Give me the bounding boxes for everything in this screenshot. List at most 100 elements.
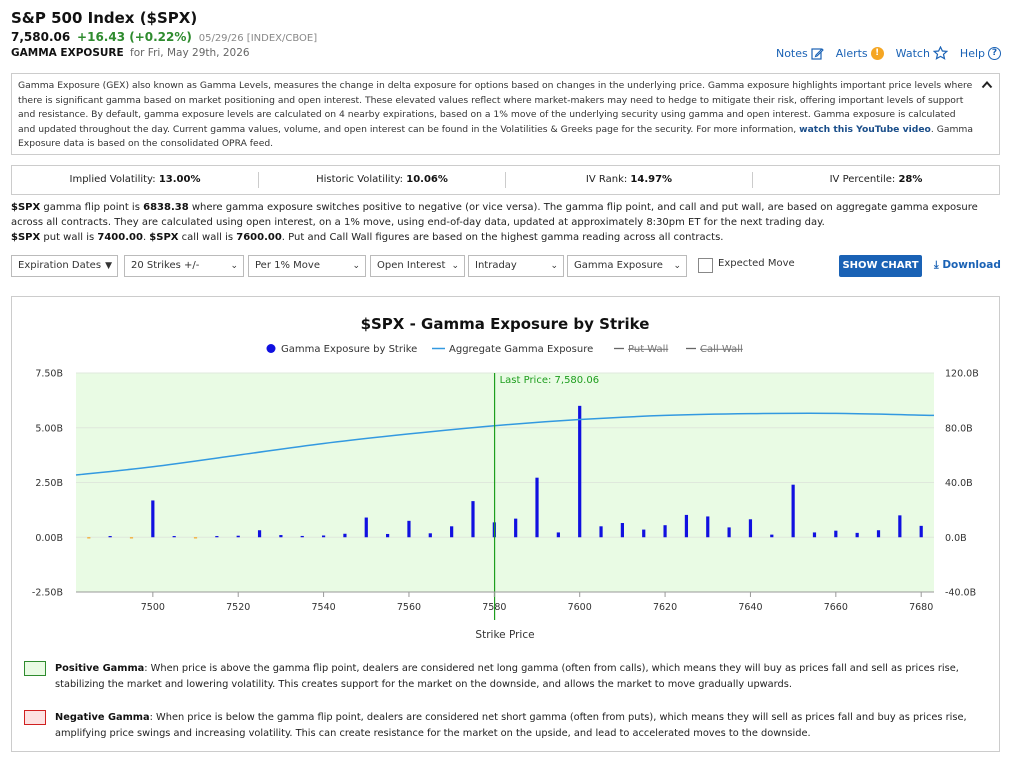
alerts-label: Alerts — [835, 46, 868, 60]
stat-label: Historic Volatility: — [316, 174, 404, 185]
gamma-bar — [706, 516, 710, 538]
notes-label: Notes — [775, 46, 808, 60]
gamma-bar — [770, 534, 774, 538]
alerts-button[interactable]: Alerts ! — [835, 46, 884, 60]
show-chart-button[interactable]: SHOW CHART — [839, 255, 922, 277]
x-tick-label: 7540 — [311, 602, 335, 613]
gamma-bar — [236, 535, 240, 538]
gamma-bar — [108, 536, 112, 538]
info-text: gamma flip point is — [40, 202, 144, 213]
gamma-bar — [642, 529, 646, 538]
info-text: . — [142, 232, 150, 243]
help-icon: ? — [988, 46, 1001, 60]
chart-panel: Last Price: 7,580.06 $SPX - Gamma Exposu… — [11, 296, 1000, 752]
x-tick-label: 7500 — [141, 602, 165, 613]
page-title: S&P 500 Index ($SPX) — [11, 9, 198, 27]
chevron-down-icon: ⌄ — [550, 261, 558, 271]
y-tick-label-left: 7.50B — [35, 369, 63, 380]
interval-select[interactable]: Intraday ⌄ — [468, 255, 564, 277]
download-button[interactable]: ⤓ Download — [934, 259, 1001, 272]
gamma-bar — [428, 533, 432, 538]
price-meta: 05/29/26 [INDEX/CBOE] — [198, 33, 318, 44]
y-tick-label-right: 0.0B — [945, 533, 967, 544]
gamma-bar — [876, 530, 881, 538]
gamma-bar — [855, 532, 859, 538]
star-icon — [932, 46, 948, 60]
note-title: Negative Gamma — [55, 712, 150, 723]
legend-marker-gamma-bars — [266, 344, 276, 353]
walls-text: $SPX put wall is 7400.00. $SPX call wall… — [11, 230, 1001, 245]
select-value: Open Interest — [377, 260, 446, 271]
chart-legend: Gamma Exposure by Strike Aggregate Gamma … — [266, 344, 743, 355]
move-select[interactable]: Per 1% Move ⌄ — [248, 255, 366, 277]
gamma-bar — [87, 537, 91, 539]
download-icon: ⤓ — [934, 259, 939, 271]
gamma-bar — [279, 535, 283, 538]
positive-gamma-swatch — [24, 661, 46, 676]
gamma-bar — [727, 527, 731, 538]
interest-select[interactable]: Open Interest ⌄ — [370, 255, 465, 277]
gamma-bar — [215, 536, 219, 538]
stat-implied-volatility: Implied Volatility: 13.00% — [12, 172, 259, 188]
y-tick-label-left: 5.00B — [35, 423, 63, 434]
select-value: Intraday — [475, 260, 517, 271]
gamma-bar — [172, 536, 176, 538]
chevron-up-icon[interactable] — [981, 78, 993, 93]
gamma-bar — [321, 535, 326, 538]
notes-button[interactable]: Notes — [776, 47, 824, 60]
top-actions: Notes Alerts ! Watch Help ? — [776, 46, 1001, 60]
gamma-bar — [300, 535, 304, 538]
gamma-bar — [471, 501, 475, 538]
y-tick-label-left: -2.50B — [32, 588, 63, 599]
select-value: Gamma Exposure — [574, 260, 663, 271]
gamma-bar — [364, 517, 368, 538]
help-button[interactable]: Help ? — [960, 46, 1001, 60]
call-wall-value: 7600.00 — [236, 232, 282, 243]
select-value: Per 1% Move — [255, 260, 320, 271]
chevron-down-icon: ⌄ — [230, 261, 238, 271]
chevron-down-icon: ⌄ — [673, 261, 681, 271]
chevron-down-icon: ⌄ — [352, 261, 360, 271]
expiration-dates-dropdown[interactable]: Expiration Dates ▼ — [11, 255, 118, 277]
stat-value: 14.97% — [630, 174, 673, 185]
chart-controls: Expiration Dates ▼ 20 Strikes +/- ⌄ Per 1%… — [11, 255, 1001, 277]
price-row: 7,580.06 +16.43 (+0.22%) 05/29/26 [INDEX… — [11, 30, 317, 44]
description-text-end: . Gamma Exposure data is based on the co… — [18, 123, 973, 150]
watch-button[interactable]: Watch — [896, 46, 948, 60]
stat-historic-volatility: Historic Volatility: 10.06% — [259, 172, 506, 188]
gamma-bar — [599, 526, 603, 538]
x-tick-label: 7620 — [653, 602, 677, 613]
x-tick-label: 7680 — [909, 602, 933, 613]
negative-gamma-note: Negative Gamma: When price is below the … — [24, 710, 984, 741]
note-text: : When price is above the gamma flip poi… — [55, 663, 959, 690]
gamma-bar — [663, 525, 667, 538]
put-wall-value: 7400.00 — [97, 232, 143, 243]
stat-value: 28% — [898, 174, 923, 185]
y-tick-label-left: 0.00B — [35, 533, 63, 544]
expected-move-checkbox[interactable] — [698, 258, 713, 273]
symbol: $SPX — [11, 232, 41, 243]
gamma-bar — [620, 523, 624, 538]
youtube-link[interactable]: watch this YouTube video — [799, 123, 931, 135]
metric-select[interactable]: Gamma Exposure ⌄ — [567, 255, 687, 277]
x-tick-label: 7640 — [738, 602, 762, 613]
legend-label: Aggregate Gamma Exposure — [449, 344, 593, 355]
gamma-bar — [450, 526, 454, 538]
page-subtitle: GAMMA EXPOSURE for Fri, May 29th, 2026 — [11, 47, 250, 59]
gamma-bar — [514, 518, 518, 538]
gamma-bar — [919, 525, 923, 538]
select-value: 20 Strikes +/- — [131, 260, 200, 271]
dropdown-label: Expiration Dates — [18, 260, 102, 271]
strikes-select[interactable]: 20 Strikes +/- ⌄ — [124, 255, 244, 277]
y-tick-label-right: 80.0B — [945, 423, 973, 434]
x-tick-label: 7520 — [226, 602, 250, 613]
gamma-bar — [151, 500, 155, 538]
gamma-bar — [129, 537, 134, 539]
edit-icon — [811, 47, 824, 60]
subtitle-date: for Fri, May 29th, 2026 — [130, 47, 250, 59]
flip-point-value: 6838.38 — [143, 202, 189, 213]
y-tick-label-right: -40.0B — [945, 588, 976, 599]
x-tick-label: 7600 — [568, 602, 592, 613]
last-price: 7,580.06 — [11, 30, 71, 44]
gamma-bar — [748, 519, 753, 538]
